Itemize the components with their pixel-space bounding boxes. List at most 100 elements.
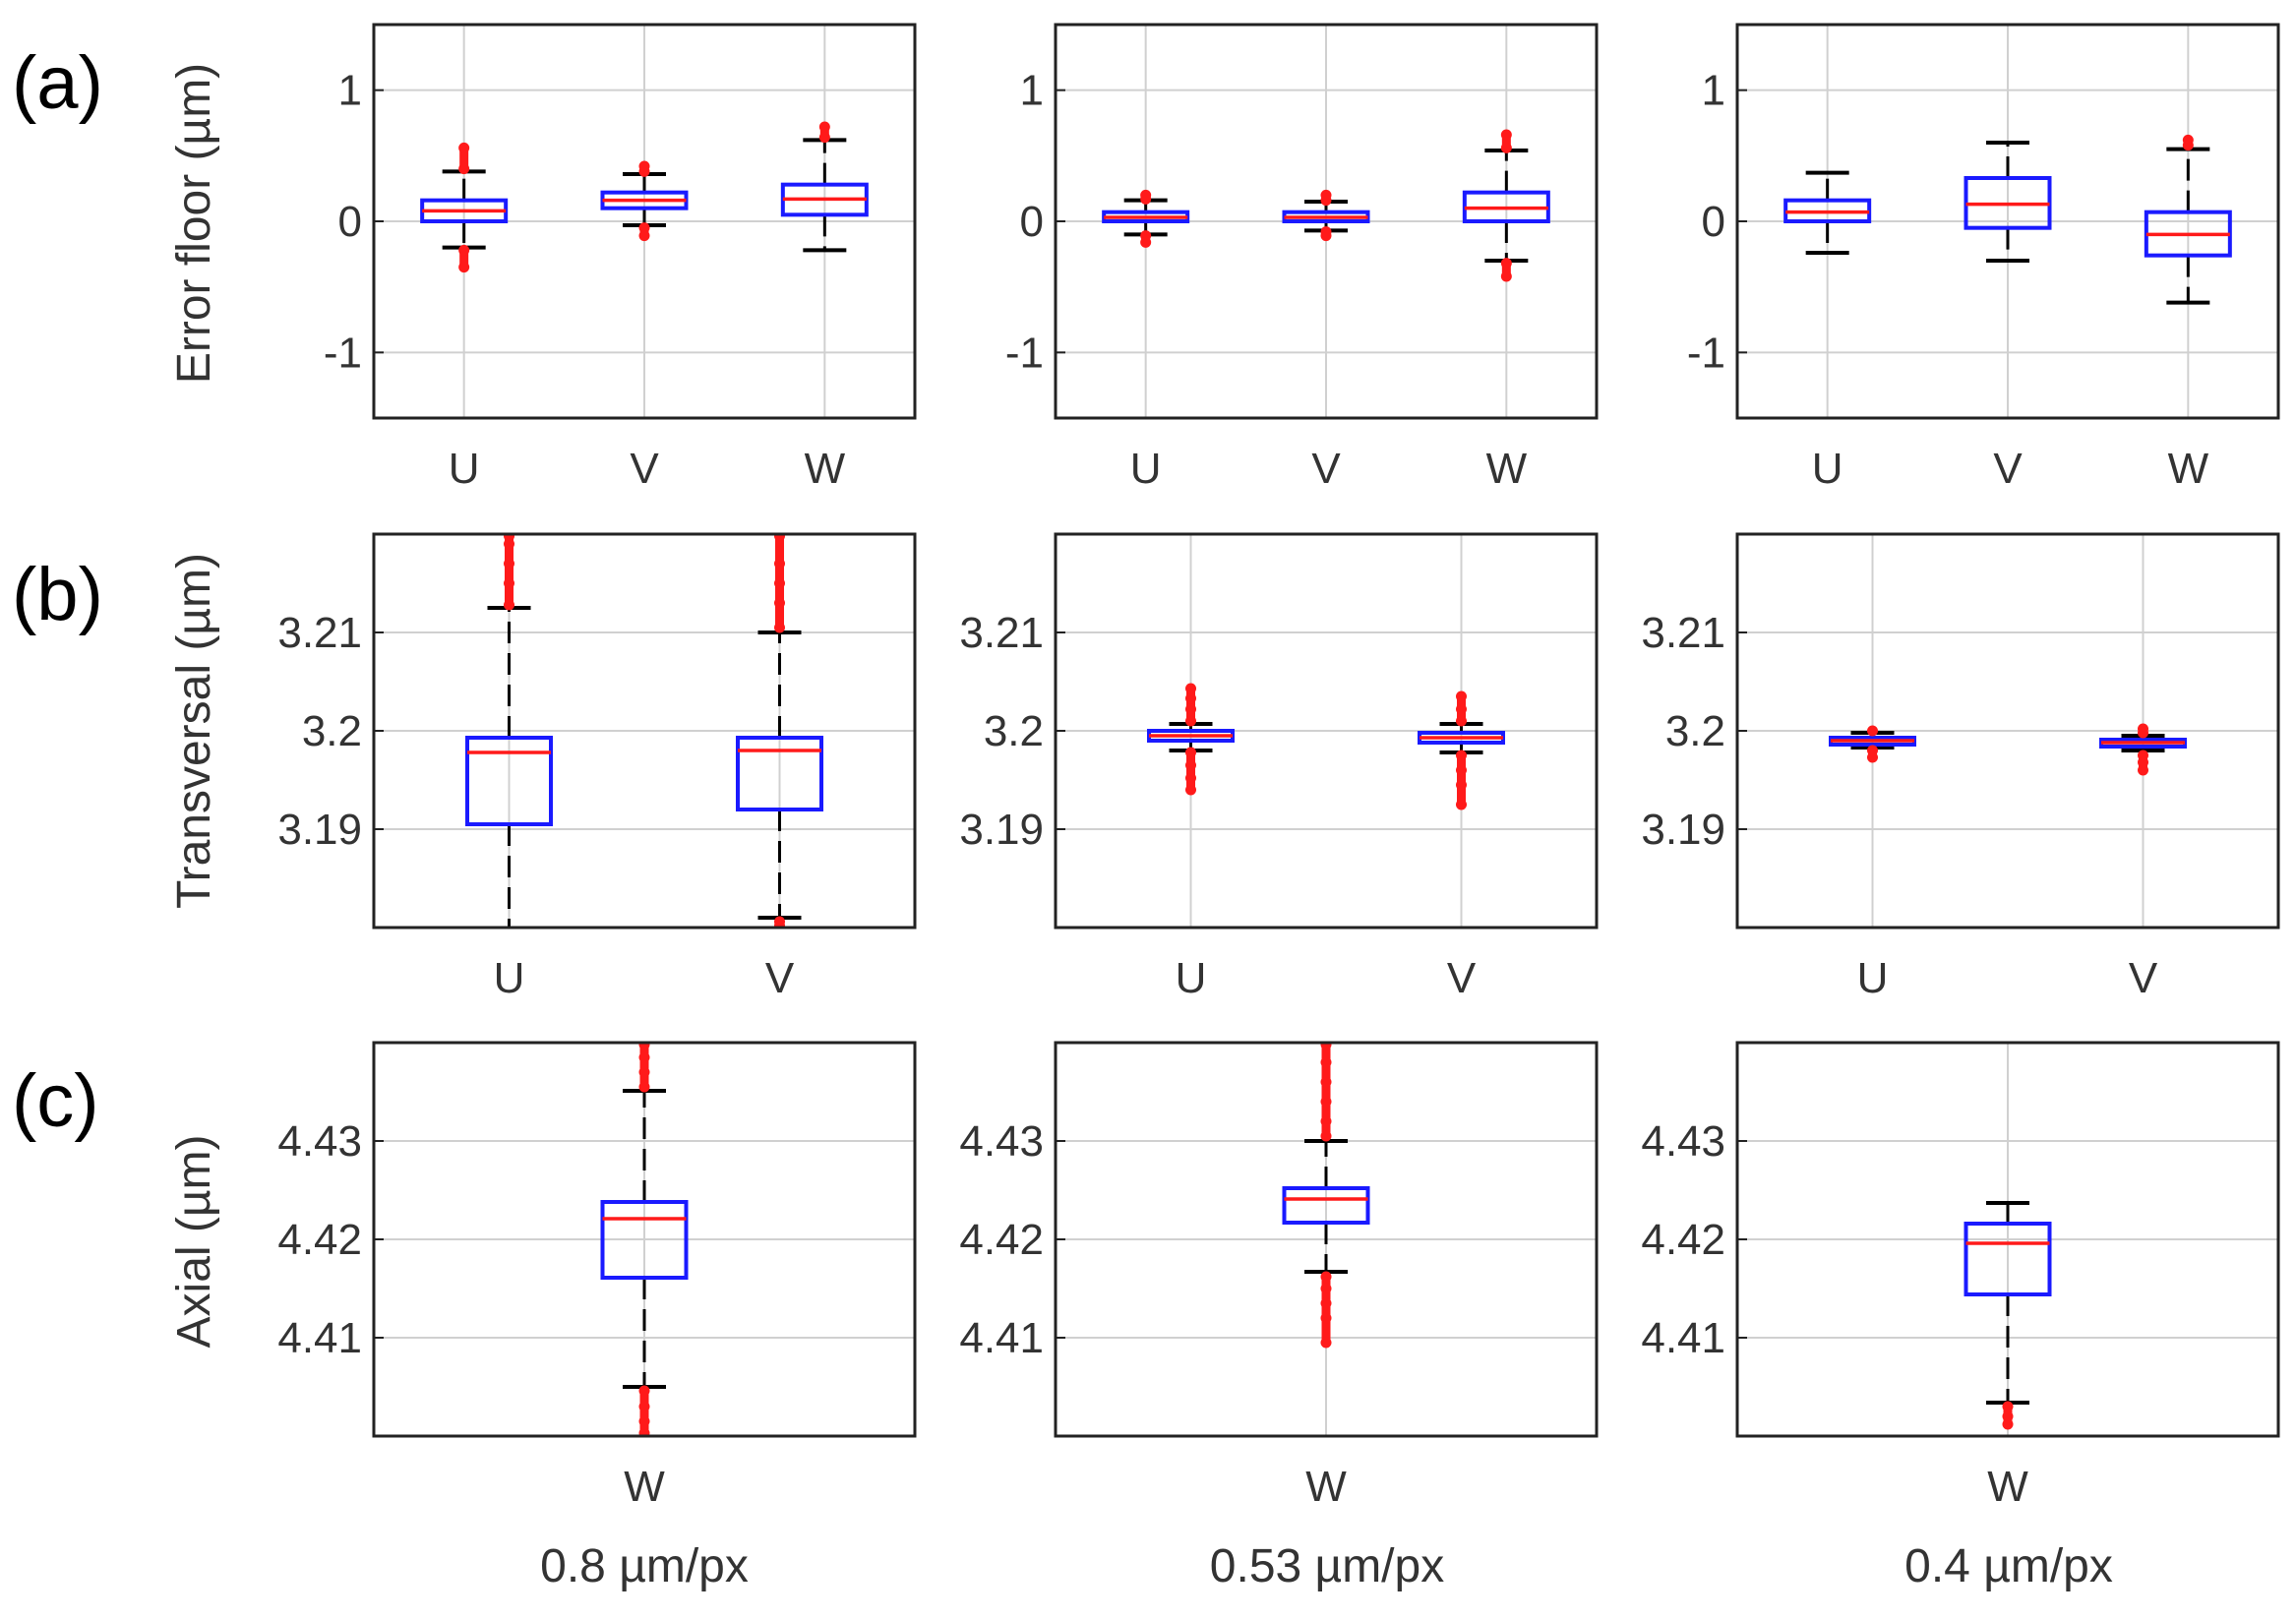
box-c1-W — [600, 1043, 689, 1436]
xtick-label: U — [494, 954, 525, 1002]
box-c2-W — [1282, 1043, 1370, 1349]
outlier-point — [1320, 1283, 1332, 1294]
panel-a1: 1 0 -1 U V W — [324, 23, 917, 493]
column-label-0-8: 0.8 µm/px — [540, 1540, 749, 1592]
outlier-point — [1500, 142, 1512, 153]
outlier-point — [1320, 1096, 1332, 1108]
outlier-point — [638, 1385, 650, 1397]
column-label-0-4: 0.4 µm/px — [1904, 1540, 2113, 1592]
outlier-point — [638, 1051, 650, 1063]
xtick-label: U — [1812, 445, 1843, 493]
outlier-point — [1185, 703, 1196, 715]
ytick-label: 3.19 — [959, 806, 1044, 854]
xtick-label: V — [1311, 445, 1341, 493]
outlier-point — [1185, 784, 1196, 796]
axes-frame-c1 — [372, 1041, 917, 1438]
outlier-point — [1320, 230, 1332, 242]
plot-area-b1 — [465, 534, 823, 928]
ytick-label: 4.43 — [959, 1117, 1044, 1166]
axes-frame-a1 — [372, 23, 917, 420]
outlier-point — [774, 597, 785, 609]
outlier-point — [774, 534, 785, 542]
row-label-a: (a) — [12, 41, 103, 125]
outlier-point — [2138, 764, 2148, 776]
ytick-label: 4.42 — [1641, 1216, 1725, 1264]
plot-area-a1 — [420, 121, 869, 273]
panel-a2: 1 0 -1 U V W — [1005, 23, 1599, 493]
ytick-label: -1 — [1687, 329, 1725, 377]
axes-frame-b3 — [1735, 532, 2280, 930]
outlier-point — [1456, 715, 1467, 727]
outlier-point — [1320, 1130, 1332, 1142]
xtick-label: W — [1987, 1463, 2028, 1511]
ylabel-axial: Axial (µm) — [168, 1135, 220, 1349]
box-a3-W — [2144, 134, 2232, 305]
xtick-label: W — [1305, 1463, 1347, 1511]
row-label-b: (b) — [12, 553, 103, 636]
box-a2-V — [1282, 189, 1370, 242]
ytick-label: 3.2 — [984, 707, 1044, 755]
outlier-point — [638, 1415, 650, 1427]
ytick-label: 4.43 — [277, 1117, 362, 1166]
box-b1-U — [465, 534, 553, 928]
outlier-point — [504, 577, 514, 589]
outlier-point — [638, 1043, 650, 1050]
outlier-point — [2002, 1418, 2014, 1430]
outlier-point — [504, 599, 514, 611]
outlier-point — [2002, 1410, 2014, 1422]
outlier-point — [1500, 258, 1512, 270]
box-b3-U — [1829, 725, 1916, 763]
plot-area-c3 — [1964, 1201, 2052, 1430]
outlier-point — [504, 534, 514, 542]
axes-frame-a3 — [1735, 23, 2280, 420]
column-label-0-53: 0.53 µm/px — [1210, 1540, 1444, 1592]
xtick-label: V — [765, 954, 795, 1002]
plot-area-b3 — [1829, 723, 2187, 776]
box-iqr — [1964, 1222, 2052, 1296]
plot-area-c2 — [1282, 1043, 1370, 1349]
outlier-point — [1185, 715, 1196, 727]
outlier-point — [638, 160, 650, 172]
outlier-point — [2138, 723, 2148, 735]
panel-c3: 4.43 4.42 4.41 W — [1641, 1041, 2280, 1511]
outlier-point — [774, 622, 785, 633]
panel-a3: 1 0 -1 U V W — [1687, 23, 2280, 493]
outlier-point — [638, 230, 650, 242]
axes-frame-a2 — [1054, 23, 1599, 420]
outlier-point — [1320, 1115, 1332, 1127]
ytick-label: 3.19 — [277, 806, 362, 854]
box-iqr — [1282, 1186, 1370, 1225]
box-iqr — [736, 736, 823, 811]
outlier-point — [1320, 1043, 1332, 1050]
box-iqr — [600, 1200, 689, 1280]
outlier-point — [1456, 779, 1467, 791]
ytick-label: -1 — [324, 329, 362, 377]
outlier-point — [774, 558, 785, 570]
ytick-label: 3.21 — [959, 609, 1044, 657]
outlier-point — [818, 132, 830, 144]
box-a2-W — [1462, 129, 1550, 282]
outlier-point — [1185, 747, 1196, 758]
plot-area-b2 — [1147, 683, 1505, 810]
box-b2-V — [1418, 690, 1505, 810]
outlier-point — [638, 1066, 650, 1078]
ytick-label: 4.42 — [277, 1216, 362, 1264]
panel-c2: 4.43 4.42 4.41 W — [959, 1041, 1599, 1511]
xtick-label: W — [624, 1463, 665, 1511]
xtick-label: U — [449, 445, 480, 493]
outlier-point — [504, 538, 514, 550]
ytick-label: 4.41 — [277, 1314, 362, 1362]
outlier-point — [2002, 1401, 2014, 1412]
outlier-point — [638, 222, 650, 234]
xtick-label: W — [2168, 445, 2209, 493]
outlier-point — [2138, 756, 2148, 768]
outlier-point — [1140, 189, 1152, 201]
plot-area-a2 — [1102, 129, 1550, 282]
outlier-point — [774, 577, 785, 589]
outlier-point — [458, 262, 470, 273]
axes-frame-b1 — [372, 532, 917, 930]
outlier-point — [1500, 270, 1512, 282]
xtick-label: U — [1130, 445, 1162, 493]
outlier-point — [1320, 1271, 1332, 1283]
